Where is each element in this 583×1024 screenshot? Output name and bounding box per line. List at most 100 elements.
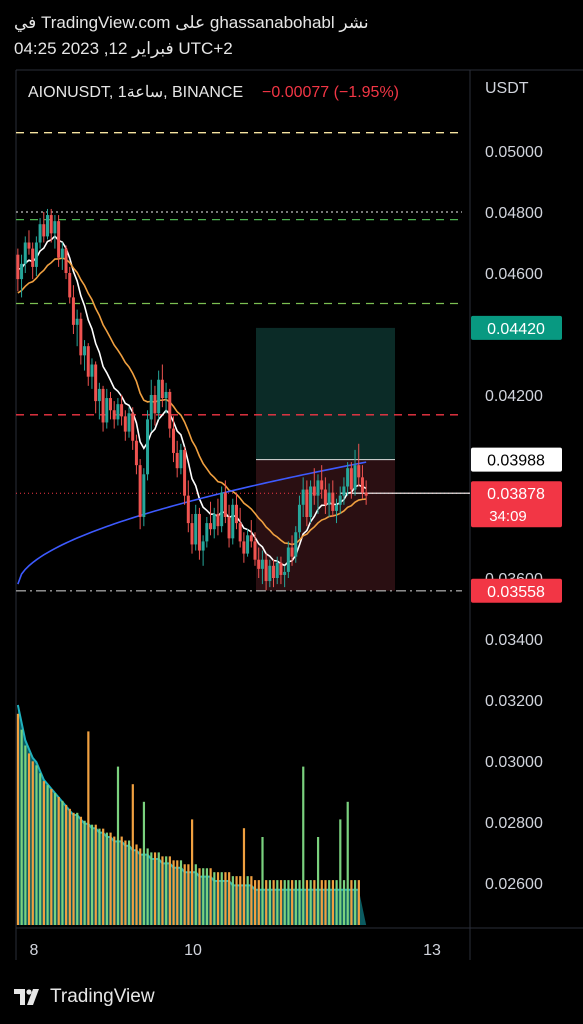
volume-bar — [102, 828, 105, 925]
volume-bar — [220, 872, 223, 925]
candle-body — [349, 468, 353, 490]
volume-bar — [253, 880, 257, 925]
candle-body — [231, 504, 235, 539]
candle-body — [157, 379, 161, 414]
volume-bar — [265, 880, 268, 925]
candle-body — [153, 395, 157, 414]
candle-body — [190, 523, 194, 545]
volume-bar — [153, 852, 157, 925]
chart-price-change: −0.00077 (−1.95%) — [262, 84, 399, 101]
candle-body — [168, 391, 172, 429]
volume-bar — [27, 753, 31, 925]
candle-body — [23, 242, 27, 264]
volume-bar — [209, 868, 212, 925]
volume-bar — [309, 880, 312, 925]
volume-bar — [272, 880, 275, 925]
candle-body — [164, 391, 168, 399]
volume-bar — [135, 844, 138, 925]
candle-body — [179, 449, 183, 469]
candle-body — [360, 477, 364, 493]
candle-body — [57, 221, 61, 258]
price-label-text: 0.03988 — [487, 453, 545, 470]
volume-bar — [298, 880, 301, 925]
candle-body — [283, 571, 287, 575]
candle-body — [216, 513, 220, 527]
tradingview-logo-icon — [14, 989, 39, 1005]
candle-body — [68, 273, 72, 298]
volume-bar — [83, 820, 86, 925]
volume-bar — [131, 784, 134, 925]
volume-bar — [339, 819, 342, 925]
candle-body — [286, 547, 290, 572]
y-tick-label: 0.03000 — [485, 754, 543, 771]
price-label-countdown: 34:09 — [489, 508, 527, 525]
candle-body — [275, 562, 279, 578]
candle-body — [327, 492, 331, 505]
candle-body — [79, 318, 83, 356]
candle-body — [97, 388, 101, 402]
volume-bar — [202, 868, 205, 925]
candle-body — [86, 346, 90, 377]
candle-body — [209, 523, 213, 530]
volume-bar — [113, 836, 116, 925]
volume-bar — [350, 880, 353, 925]
x-tick-label: 8 — [30, 942, 39, 959]
volume-bar — [324, 880, 327, 925]
volume-bar — [228, 872, 231, 925]
volume-bar — [261, 837, 264, 925]
ema-medium-line — [17, 257, 367, 546]
candle-body — [64, 248, 68, 273]
candle-body — [90, 364, 94, 377]
candle-body — [272, 565, 276, 578]
candle-body — [242, 541, 246, 554]
candle-body — [112, 410, 116, 420]
volume-bar — [35, 765, 38, 925]
candle-body — [212, 513, 216, 530]
publish-info: في TradingView.com على ghassanabohabl نش… — [14, 10, 369, 62]
volume-bar — [346, 801, 349, 925]
candle-body — [264, 559, 268, 582]
candle-body — [20, 263, 24, 280]
candle-body — [364, 492, 368, 496]
y-tick-label: 0.02600 — [485, 876, 543, 893]
candle-body — [357, 465, 361, 478]
candle-body — [116, 404, 120, 420]
candle-body — [279, 562, 283, 575]
candle-body — [253, 541, 257, 560]
volume-bar — [287, 880, 290, 925]
volume-bar — [191, 819, 194, 925]
candle-body — [101, 388, 105, 423]
volume-bar — [316, 837, 320, 925]
candle-body — [335, 504, 339, 511]
price-label-text: 0.03558 — [487, 584, 545, 601]
candle-body — [257, 559, 261, 569]
price-axis-currency: USDT — [485, 80, 529, 97]
candle-body — [71, 297, 75, 325]
price-label-badge — [471, 578, 562, 603]
candle-body — [16, 254, 20, 280]
volume-bar — [139, 848, 142, 925]
volume-bar — [305, 880, 309, 925]
price-label-badge — [471, 481, 562, 528]
chart-symbol-title: AIONUSDT, 1ساعة, BINANCE — [28, 84, 243, 101]
volume-bar — [205, 868, 209, 925]
y-tick-label: 0.04200 — [485, 388, 543, 405]
candle-body — [34, 242, 38, 267]
x-tick-label: 13 — [423, 942, 441, 959]
volume-bar — [128, 840, 131, 925]
volume-bar — [239, 876, 242, 925]
volume-bar — [268, 880, 272, 925]
volume-bar — [198, 868, 201, 925]
candle-body — [260, 559, 264, 569]
candle-body — [316, 480, 320, 496]
volume-bar — [302, 766, 305, 925]
candle-body — [220, 492, 224, 527]
volume-bar — [39, 773, 42, 925]
candle-body — [75, 318, 79, 325]
volume-bar — [57, 796, 60, 925]
volume-bar — [331, 880, 334, 925]
volume-bar — [335, 880, 338, 925]
candle-body — [294, 532, 298, 557]
publish-line-author: في TradingView.com على ghassanabohabl نش… — [14, 13, 369, 32]
